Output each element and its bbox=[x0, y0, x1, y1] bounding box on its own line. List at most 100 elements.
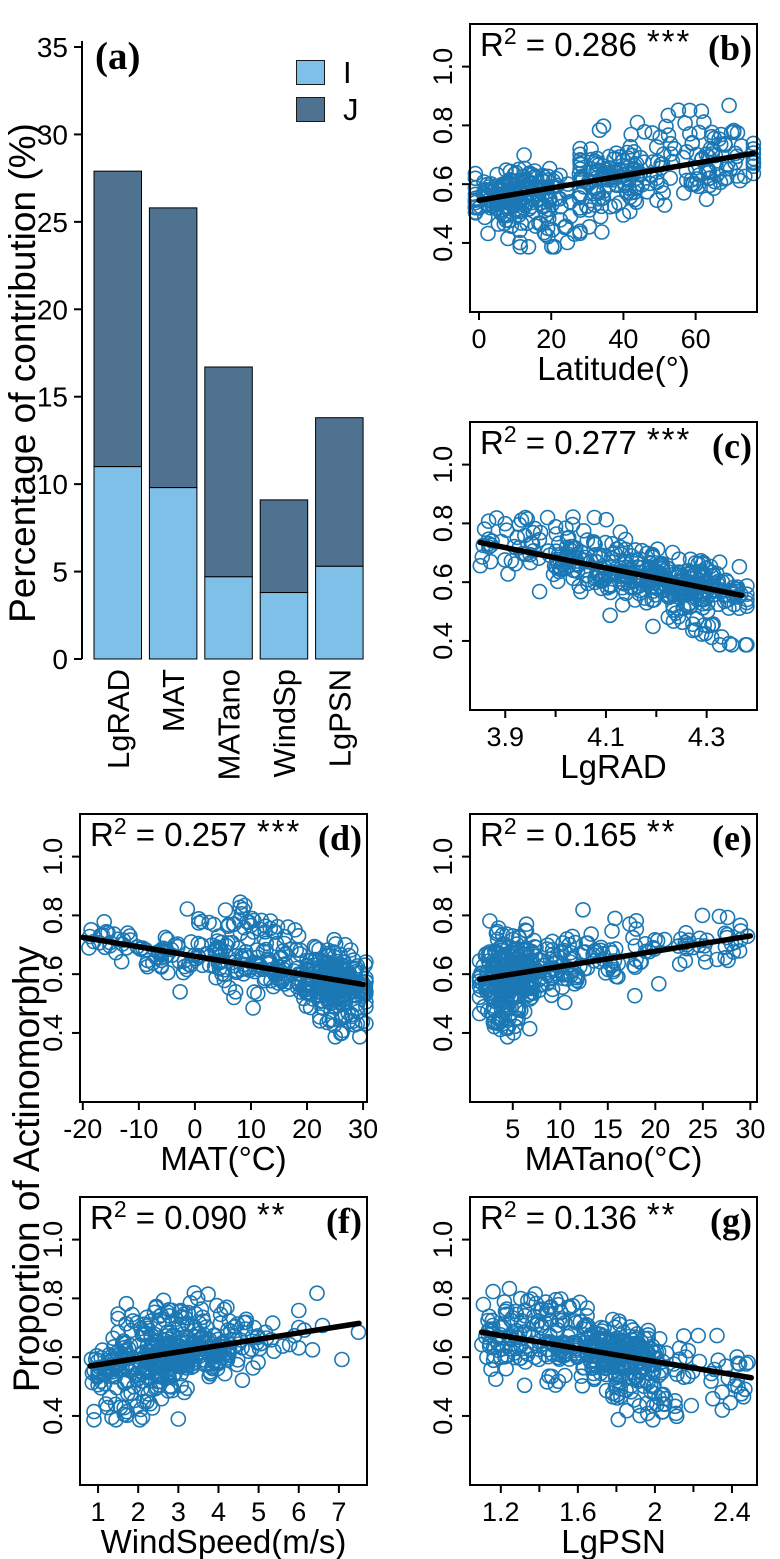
svg-text:1.0: 1.0 bbox=[428, 1221, 458, 1259]
svg-text:2: 2 bbox=[131, 1497, 146, 1527]
svg-text:1.6: 1.6 bbox=[559, 1497, 597, 1527]
bar-plot-canvas: 0 5 10 15 20 25 30 35 LgRAD MAT MATano WindSp LgPSN bbox=[37, 32, 364, 780]
scatter-axes: 5 10 15 20 25 30 0.4 0.6 0.8 1.0 bbox=[428, 813, 765, 1144]
svg-text:0.6: 0.6 bbox=[428, 563, 458, 601]
legend-item-I: I bbox=[296, 54, 359, 90]
r-squared-label-f: R2 = 0.090 ** bbox=[90, 1196, 287, 1236]
bar-axes: 0 5 10 15 20 25 30 35 bbox=[37, 32, 83, 675]
svg-text:0.8: 0.8 bbox=[428, 1280, 458, 1318]
panel-letter-b: (b) bbox=[708, 28, 752, 68]
legend-label-I: I bbox=[343, 54, 352, 90]
scatter-panel-b: 0 20 40 60 0.4 0.6 0.8 1.0 R2 = 0.286 *** (b) La… bbox=[390, 0, 780, 396]
scatter-axes: -20 -10 0 10 20 30 0.4 0.6 0.8 1.0 bbox=[38, 813, 378, 1144]
regression-line bbox=[476, 933, 754, 983]
svg-text:40: 40 bbox=[608, 324, 638, 354]
svg-text:0.8: 0.8 bbox=[428, 505, 458, 543]
bar-J-MATano bbox=[204, 366, 253, 578]
svg-text:1: 1 bbox=[91, 1497, 106, 1527]
scatter-axes: 1 2 3 4 5 6 7 0.4 0.6 0.8 1.0 bbox=[38, 1196, 368, 1527]
panel-letter-c: (c) bbox=[712, 426, 752, 466]
bar-panel: 0 5 10 15 20 25 30 35 LgRAD MAT MATano WindSp LgPSN … bbox=[0, 0, 390, 790]
x-axis-title-e: MATano(°C) bbox=[524, 1140, 703, 1177]
svg-text:1.0: 1.0 bbox=[38, 838, 68, 876]
svg-text:1.0: 1.0 bbox=[38, 1221, 68, 1259]
svg-text:0: 0 bbox=[472, 324, 487, 354]
scatter-axes: 3.9 4.1 4.3 0.4 0.6 0.8 1.0 bbox=[428, 421, 758, 752]
bar-J-LgRAD bbox=[93, 170, 142, 468]
svg-text:5: 5 bbox=[251, 1497, 266, 1527]
svg-text:0.6: 0.6 bbox=[428, 955, 458, 993]
legend-item-J: J bbox=[296, 91, 359, 127]
scatter-axes: 0 20 40 60 0.4 0.6 0.8 1.0 bbox=[428, 23, 758, 354]
svg-text:60: 60 bbox=[681, 324, 711, 354]
scatter-panel-f: 1 2 3 4 5 6 7 0.4 0.6 0.8 1.0 R2 = 0.090 ** (f) Win… bbox=[0, 1173, 390, 1559]
scatter-plot-e: 5 10 15 20 25 30 0.4 0.6 0.8 1.0 bbox=[428, 813, 765, 1144]
legend-swatch-I bbox=[296, 60, 325, 85]
svg-text:4.3: 4.3 bbox=[688, 722, 726, 752]
svg-text:0: 0 bbox=[52, 644, 68, 675]
svg-text:1.2: 1.2 bbox=[482, 1497, 520, 1527]
svg-text:4: 4 bbox=[211, 1497, 226, 1527]
regression-line bbox=[87, 1320, 362, 1369]
x-axis-title-g: LgPSN bbox=[561, 1523, 666, 1559]
bar-I-MATano bbox=[204, 576, 253, 660]
panel-letter-f: (f) bbox=[326, 1201, 362, 1241]
significance-stars-c: *** bbox=[646, 421, 692, 458]
scatter-points bbox=[81, 894, 374, 1045]
bar-I-WindSp bbox=[259, 592, 309, 660]
svg-text:0.8: 0.8 bbox=[428, 107, 458, 145]
scatter-plot-d: -20 -10 0 10 20 30 0.4 0.6 0.8 1.0 bbox=[38, 813, 378, 1144]
legend-swatch-J bbox=[296, 97, 325, 122]
r-squared-label-e: R2 = 0.165 ** bbox=[480, 813, 677, 853]
svg-text:2: 2 bbox=[647, 1497, 662, 1527]
significance-stars-g: ** bbox=[646, 1196, 677, 1233]
significance-stars-f: ** bbox=[256, 1196, 287, 1233]
scatter-axes: 1.2 1.6 2 2.4 0.4 0.6 0.8 1.0 bbox=[428, 1196, 758, 1527]
svg-text:0.4: 0.4 bbox=[428, 622, 458, 660]
r-squared-label-d: R2 = 0.257 *** bbox=[90, 813, 302, 853]
r-squared-label-b: R2 = 0.286 *** bbox=[480, 23, 692, 63]
svg-text:0: 0 bbox=[187, 1114, 202, 1144]
svg-text:25: 25 bbox=[688, 1114, 718, 1144]
scatter-plot-c: 3.9 4.1 4.3 0.4 0.6 0.8 1.0 bbox=[428, 421, 758, 752]
svg-text:0.4: 0.4 bbox=[428, 1014, 458, 1052]
svg-text:0.4: 0.4 bbox=[428, 224, 458, 262]
svg-text:-20: -20 bbox=[63, 1114, 102, 1144]
bar-category-label-LgRAD: LgRAD bbox=[101, 669, 136, 769]
bar-category-label-WindSp: WindSp bbox=[267, 669, 302, 778]
svg-text:1.0: 1.0 bbox=[428, 446, 458, 484]
bar-J-LgPSN bbox=[315, 417, 364, 567]
scatter-plot-g: 1.2 1.6 2 2.4 0.4 0.6 0.8 1.0 bbox=[428, 1196, 758, 1527]
scatter-points bbox=[472, 509, 755, 653]
svg-text:15: 15 bbox=[593, 1114, 623, 1144]
r-squared-label-c: R2 = 0.277 *** bbox=[480, 421, 692, 461]
svg-text:4.1: 4.1 bbox=[587, 722, 625, 752]
svg-text:15: 15 bbox=[37, 382, 68, 413]
panel-letter-d: (d) bbox=[318, 818, 362, 858]
bar-category-label-MAT: MAT bbox=[156, 669, 191, 732]
panel-letter-e: (e) bbox=[712, 818, 752, 858]
scatter-plot-b: 0 20 40 60 0.4 0.6 0.8 1.0 bbox=[428, 23, 762, 354]
x-axis-title-b: Latitude(°) bbox=[537, 350, 690, 387]
scatter-plot-f: 1 2 3 4 5 6 7 0.4 0.6 0.8 1.0 bbox=[38, 1196, 368, 1527]
scatter-panel-e: 5 10 15 20 25 30 0.4 0.6 0.8 1.0 R2 = 0.165 ** (e)… bbox=[390, 790, 780, 1177]
svg-text:25: 25 bbox=[37, 207, 68, 238]
regression-line bbox=[478, 1329, 754, 1381]
svg-text:5: 5 bbox=[52, 557, 68, 588]
bar-I-LgRAD bbox=[93, 466, 142, 660]
svg-text:20: 20 bbox=[292, 1114, 322, 1144]
svg-text:3: 3 bbox=[171, 1497, 186, 1527]
svg-text:6: 6 bbox=[291, 1497, 306, 1527]
bar-I-LgPSN bbox=[315, 565, 364, 660]
bar-category-label-LgPSN: LgPSN bbox=[322, 669, 357, 767]
x-axis-title-d: MAT(°C) bbox=[160, 1140, 287, 1177]
svg-text:1.0: 1.0 bbox=[428, 48, 458, 86]
svg-text:5: 5 bbox=[505, 1114, 520, 1144]
scatter-points bbox=[471, 902, 756, 1045]
svg-text:-10: -10 bbox=[119, 1114, 158, 1144]
legend-label-J: J bbox=[343, 91, 359, 127]
scatter-points bbox=[83, 1285, 367, 1428]
svg-text:35: 35 bbox=[37, 32, 68, 63]
svg-text:1.0: 1.0 bbox=[428, 838, 458, 876]
